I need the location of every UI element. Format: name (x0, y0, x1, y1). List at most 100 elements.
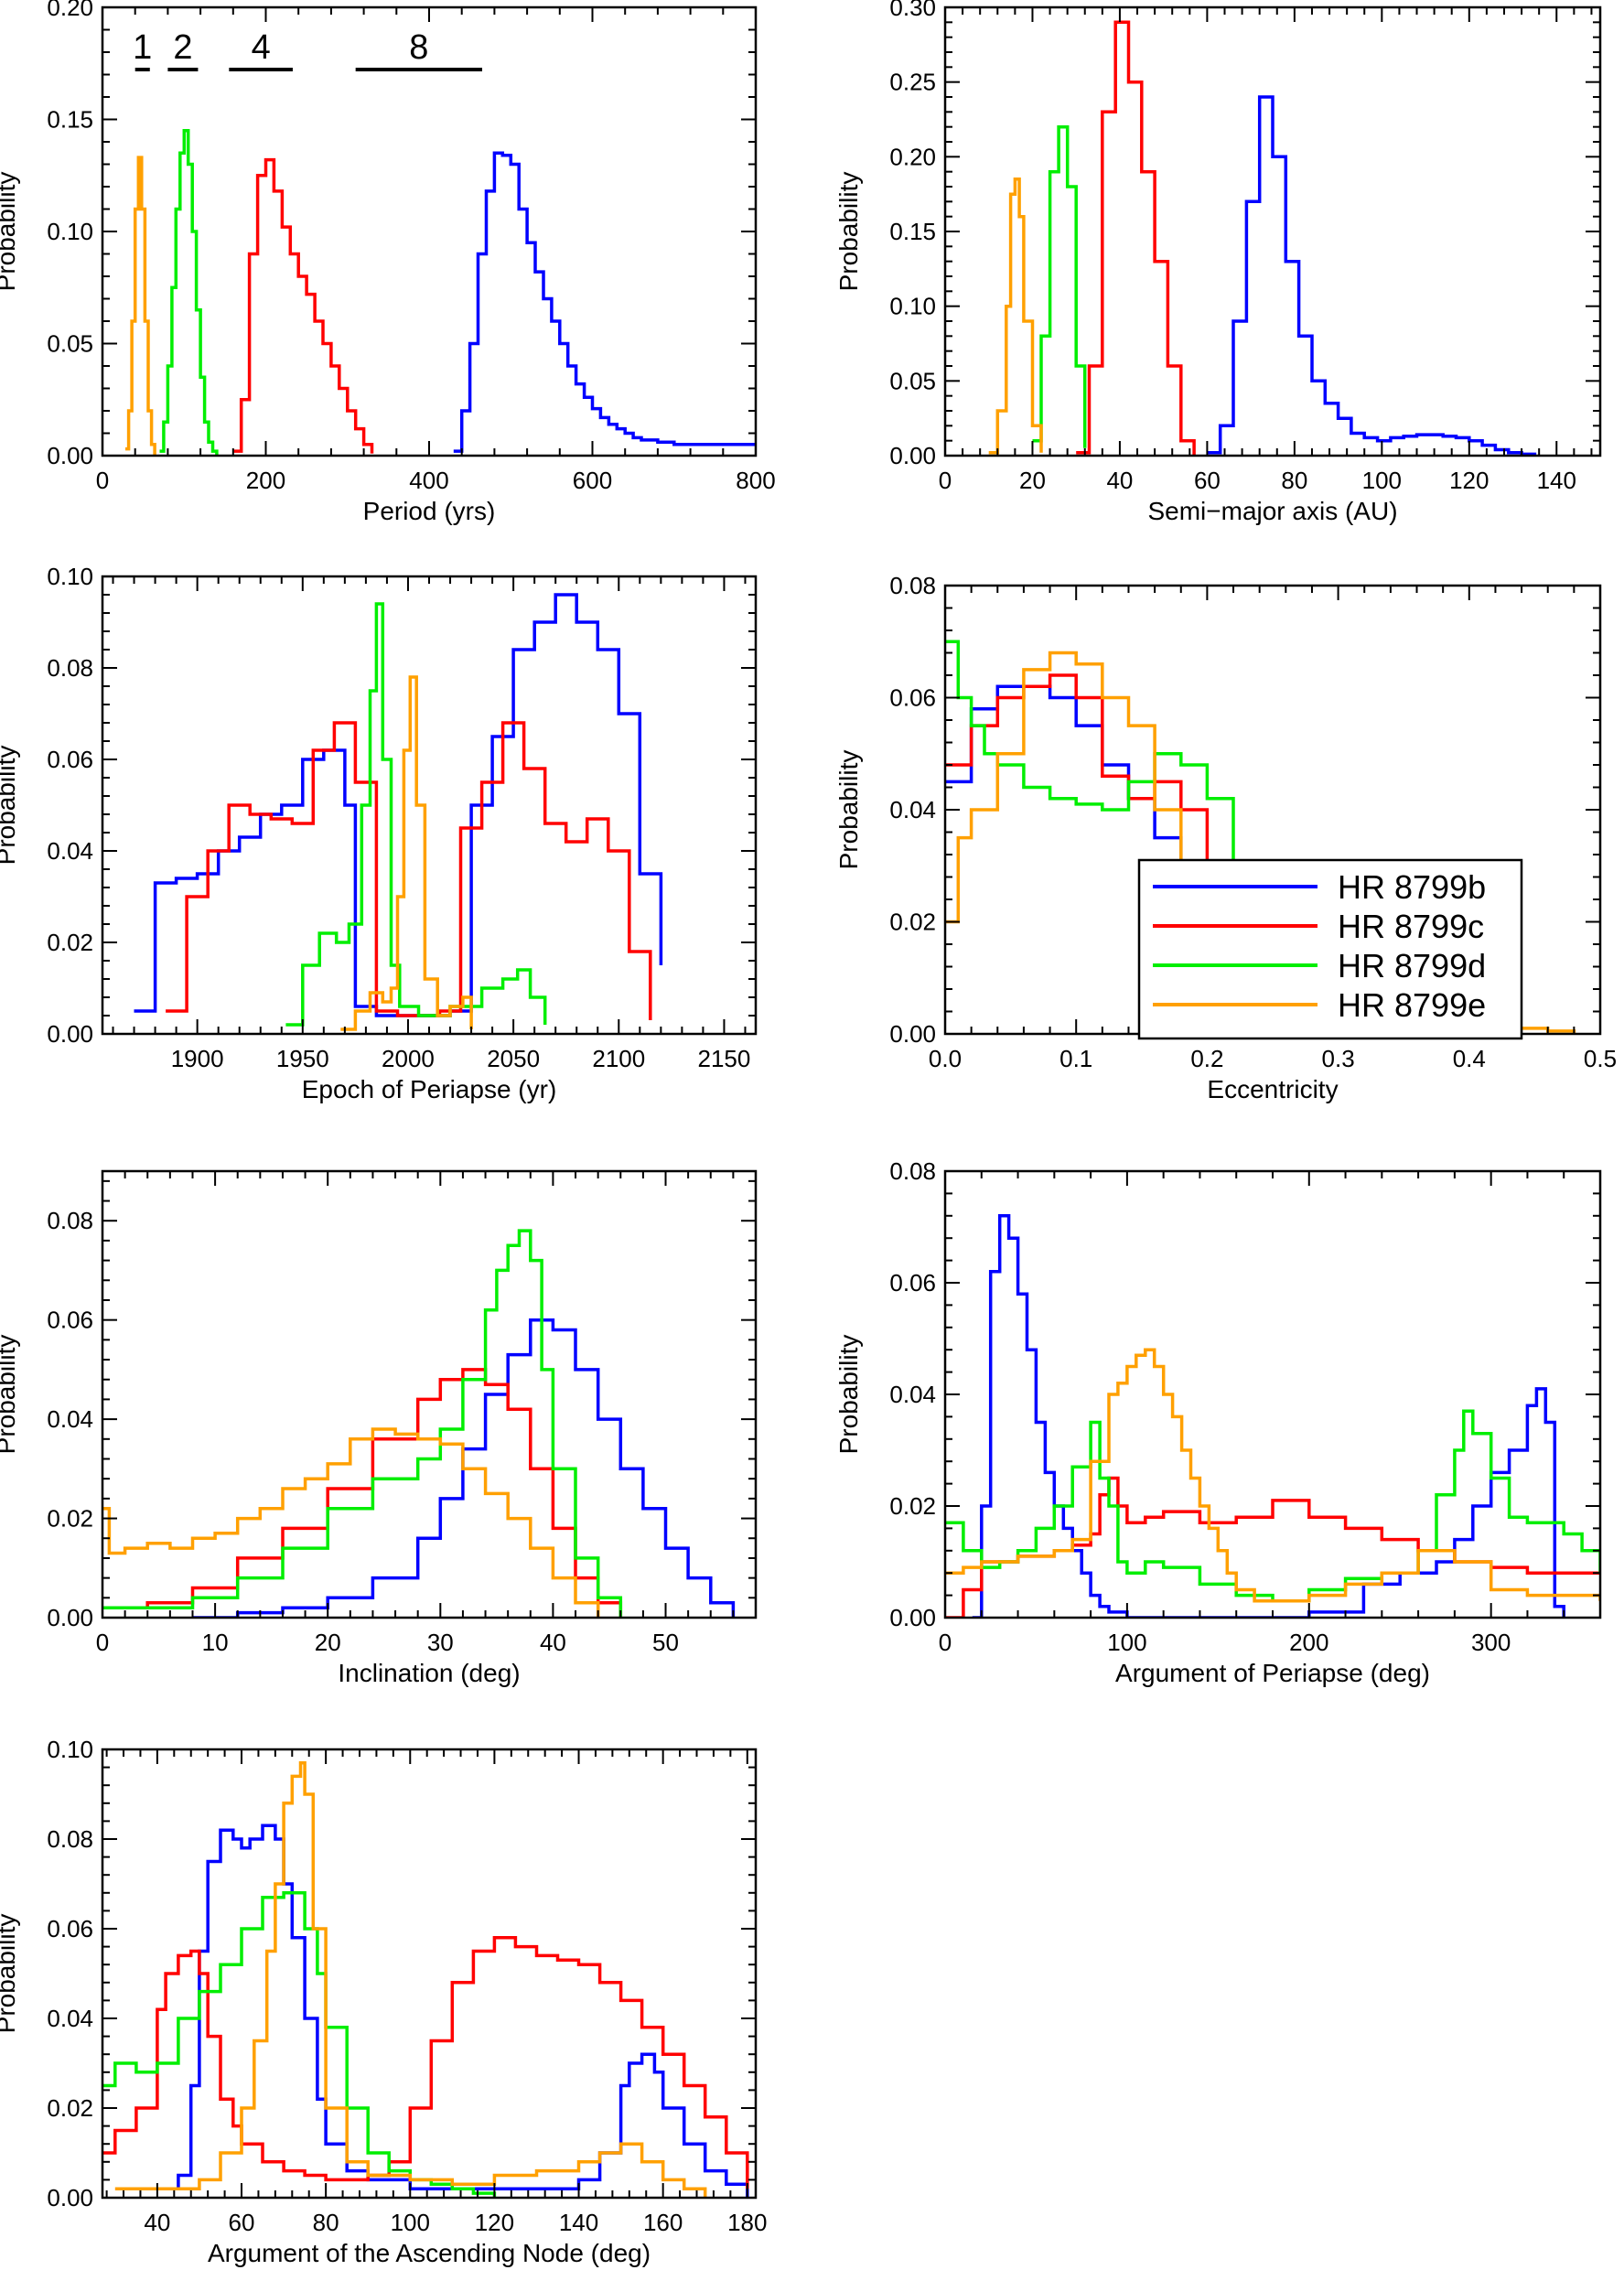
series-hr-8799e (988, 178, 1043, 455)
y-tick-label: 0.04 (47, 2005, 93, 2032)
y-tick-label: 0.06 (47, 1915, 93, 1942)
plot-frame (101, 5, 758, 457)
y-tick-label: 0.20 (47, 0, 93, 21)
x-tick-label: 200 (246, 467, 285, 494)
y-tick-label: 0.02 (47, 2094, 93, 2122)
y-tick-label: 0.10 (47, 218, 93, 245)
x-tick-label: 60 (1194, 467, 1221, 494)
series-hr-8799b (453, 151, 756, 453)
series-hr-8799d (285, 602, 547, 1027)
y-tick-label: 0.25 (889, 69, 936, 96)
x-tick-label: 0 (939, 1629, 952, 1656)
x-tick-label: 0.1 (1059, 1045, 1092, 1072)
series-hr-8799d (102, 1229, 623, 1618)
y-tick-label: 0.00 (47, 1020, 93, 1048)
x-tick-label: 0.0 (929, 1045, 962, 1072)
legend-entry-b: HR 8799b (1153, 868, 1486, 906)
x-tick-label: 200 (1289, 1629, 1328, 1656)
y-tick-label: 0.05 (47, 330, 93, 358)
x-tick-label: 300 (1471, 1629, 1511, 1656)
y-tick-label: 0.00 (889, 442, 936, 469)
x-tick-label: 100 (1107, 1629, 1146, 1656)
series-hr-8799b (1207, 95, 1537, 456)
y-tick-label: 0.02 (889, 1492, 936, 1520)
x-tick-label: 140 (1537, 467, 1576, 494)
legend-entry-e: HR 8799e (1153, 986, 1486, 1024)
series-hr-8799c (232, 157, 374, 454)
y-tick-label: 0.10 (47, 1736, 93, 1763)
x-tick-label: 0.2 (1190, 1045, 1223, 1072)
y-tick-label: 0.00 (889, 1020, 936, 1048)
x-axis-label: Semi−major axis (AU) (1147, 497, 1397, 525)
y-axis-label: Probability (0, 1914, 20, 2034)
x-tick-label: 140 (559, 2209, 598, 2236)
y-tick-label: 0.08 (47, 1207, 93, 1234)
y-tick-label: 0.06 (47, 1307, 93, 1334)
plot-frame (101, 1748, 758, 2200)
y-tick-label: 0.05 (889, 367, 936, 394)
panel-inclination: 0 10 20 30 40 50 0.00 0.02 0.04 0.06 0.08 Inclinati… (0, 1169, 758, 1687)
x-tick-label: 20 (315, 1629, 341, 1656)
x-axis-label: Inclination (deg) (338, 1659, 520, 1687)
legend-label-b: HR 8799b (1338, 868, 1486, 906)
y-tick-label: 0.04 (47, 1405, 93, 1433)
y-tick-label: 0.08 (889, 572, 936, 599)
legend-entry-c: HR 8799c (1153, 908, 1484, 945)
series-hr-8799e (945, 1348, 1600, 1603)
y-tick-label: 0.02 (889, 909, 936, 936)
y-tick-label: 0.30 (889, 0, 936, 21)
legend-box (1137, 858, 1523, 1040)
series-group (945, 1214, 1600, 1618)
x-axis-label: Argument of Periapse (deg) (1115, 1659, 1430, 1687)
x-tick-label: 2000 (382, 1045, 435, 1072)
legend-label-c: HR 8799c (1338, 908, 1484, 945)
y-tick-label: 0.15 (889, 218, 936, 245)
panel-ascnode: 40 60 80 100 120 140 160 180 0.00 0.02 0.04 0.06 0.0… (0, 1736, 767, 2267)
x-tick-label: 120 (1449, 467, 1489, 494)
y-axis-label: Probability (0, 1335, 20, 1455)
plot-frame (101, 575, 758, 1036)
panel-semimajor: 0 20 40 60 80 100 120 140 0.00 0.05 0.10 0.15 0.20 0.… (834, 0, 1602, 525)
panel-epoch: 1900 1950 2000 2050 2100 2150 0.00 0.02 0.04 0.06… (0, 563, 758, 1103)
x-tick-label: 800 (736, 467, 775, 494)
series-hr-8799b (192, 1318, 736, 1618)
x-tick-label: 0.4 (1453, 1045, 1486, 1072)
series-hr-8799e (114, 1760, 707, 2198)
y-tick-label: 0.06 (889, 1269, 936, 1296)
x-tick-label: 40 (1106, 467, 1133, 494)
x-tick-label: 40 (144, 2209, 170, 2236)
y-axis-label: Probability (834, 1335, 863, 1455)
x-tick-label: 180 (727, 2209, 767, 2236)
y-tick-label: 0.00 (889, 1604, 936, 1631)
x-tick-label: 60 (229, 2209, 255, 2236)
panel-argperiapse: 0 100 200 300 0.00 0.02 0.04 0.06 0.08 Argument o… (834, 1157, 1602, 1687)
y-axis-label: Probability (834, 750, 863, 870)
series-group (134, 593, 663, 1031)
x-tick-label: 80 (1281, 467, 1307, 494)
x-tick-label: 100 (1362, 467, 1402, 494)
x-tick-label: 100 (391, 2209, 430, 2236)
y-tick-label: 0.04 (47, 837, 93, 865)
y-axis-label: Probability (0, 746, 20, 866)
y-tick-label: 0.20 (889, 143, 936, 170)
series-group (102, 1760, 749, 2198)
series-group (125, 129, 756, 456)
y-tick-label: 0.04 (889, 1381, 936, 1408)
series-hr-8799b (156, 1824, 749, 2198)
resonance-label-4: 4 (252, 28, 271, 67)
x-tick-label: 30 (427, 1629, 454, 1656)
x-tick-label: 50 (652, 1629, 679, 1656)
x-tick-label: 2150 (698, 1045, 751, 1072)
x-tick-label: 40 (540, 1629, 566, 1656)
y-tick-label: 0.04 (889, 796, 936, 823)
y-tick-label: 0.06 (889, 684, 936, 712)
series-group (102, 1229, 736, 1618)
panel-period: 0 200 400 600 800 0.00 0.05 0.10 0.15 0.20 Period … (0, 0, 776, 525)
x-tick-label: 400 (409, 467, 448, 494)
series-hr-8799d (1032, 124, 1087, 448)
x-tick-label: 2100 (592, 1045, 645, 1072)
y-tick-label: 0.08 (47, 1825, 93, 1853)
x-tick-label: 0 (96, 467, 109, 494)
x-tick-label: 1950 (276, 1045, 329, 1072)
x-tick-label: 0.5 (1584, 1045, 1617, 1072)
